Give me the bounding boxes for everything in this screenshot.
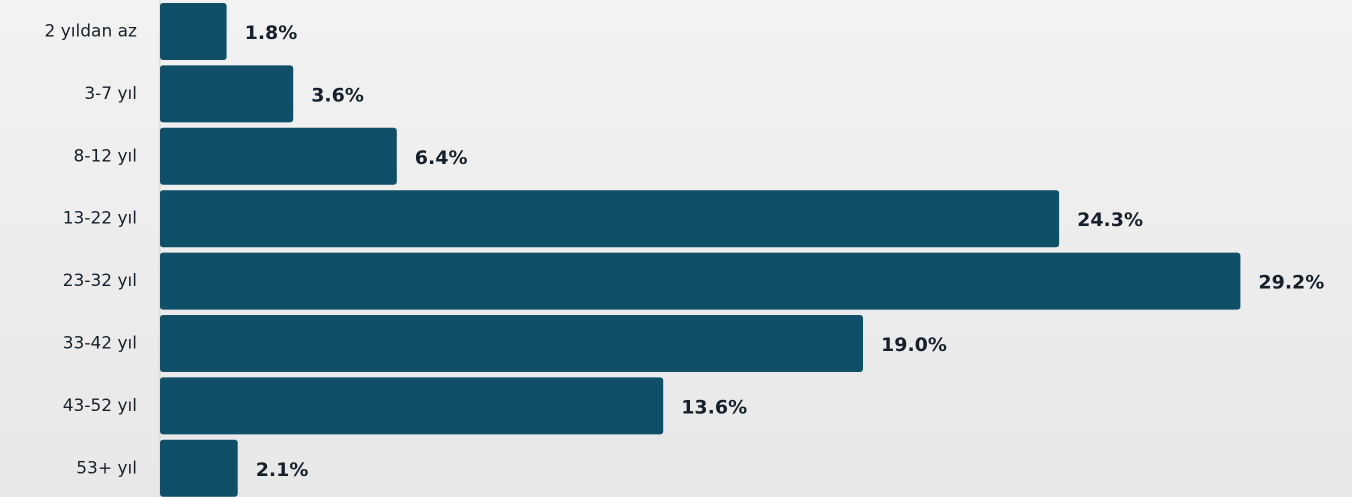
value-label: 3.6% [311, 84, 364, 106]
y-tick-label: 8-12 yıl [74, 146, 138, 166]
value-label: 13.6% [681, 396, 747, 418]
value-label: 6.4% [415, 147, 468, 169]
y-tick-label: 13-22 yıl [63, 209, 137, 229]
y-tick-label: 33-42 yıl [63, 334, 137, 354]
bar [160, 3, 227, 60]
y-tick-label: 3-7 yıl [84, 84, 137, 104]
y-tick-label: 23-32 yıl [63, 271, 137, 291]
y-tick-label: 2 yıldan az [45, 22, 138, 42]
value-label: 1.8% [245, 22, 298, 44]
bar [160, 377, 664, 435]
bar [160, 252, 1241, 310]
bar [160, 127, 397, 185]
value-label: 29.2% [1258, 272, 1324, 294]
y-tick-label: 53+ yıl [76, 458, 137, 478]
y-tick-label: 43-52 yıl [63, 396, 137, 416]
bar [160, 439, 238, 497]
bar [160, 315, 863, 372]
value-label: 24.3% [1077, 209, 1143, 231]
value-label: 2.1% [256, 459, 309, 481]
value-label: 19.0% [881, 334, 947, 356]
bar [160, 190, 1060, 248]
bar [160, 65, 294, 123]
